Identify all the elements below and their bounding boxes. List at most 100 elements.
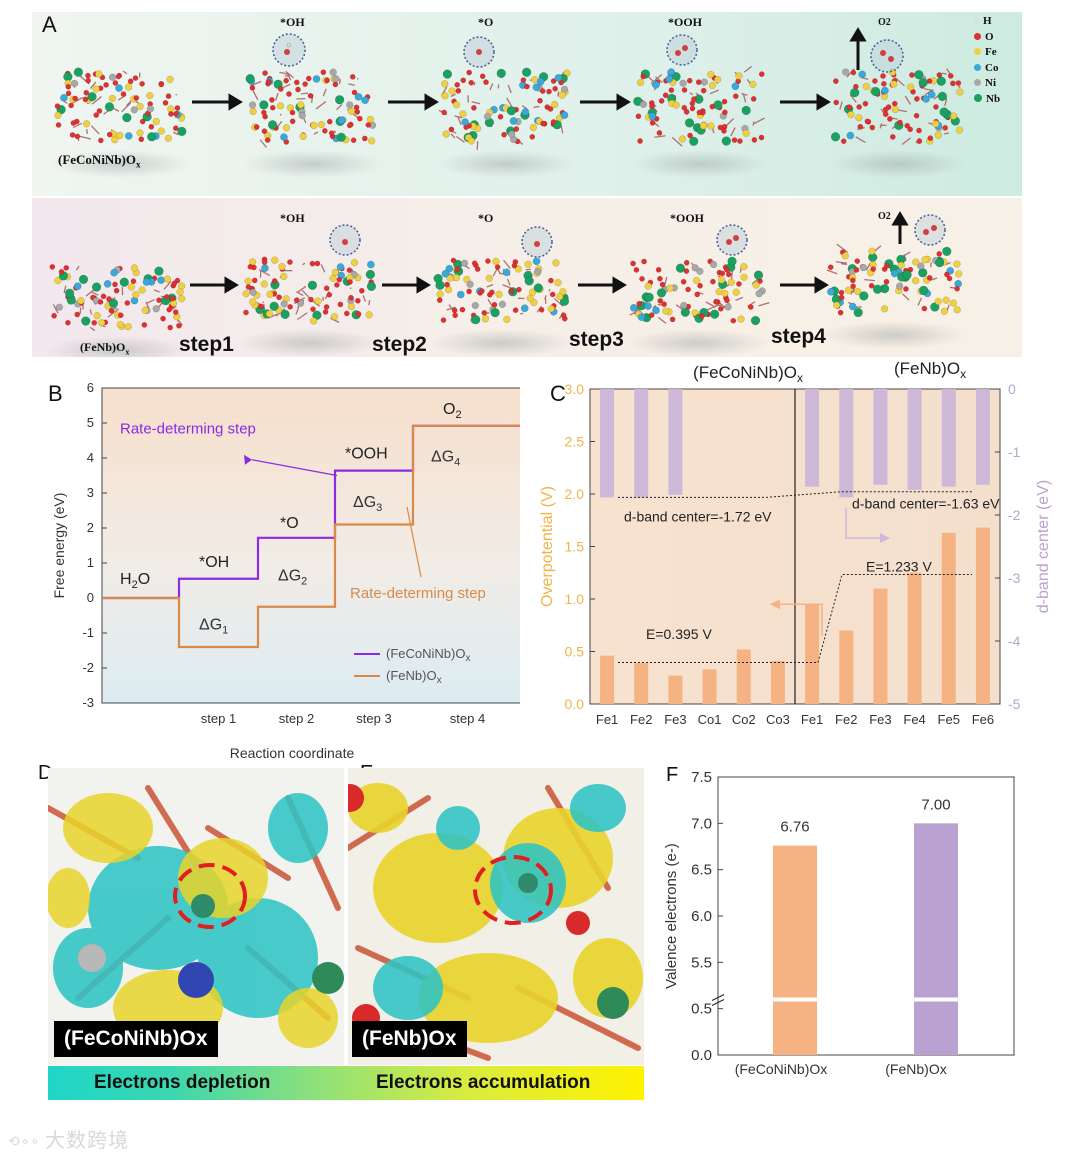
chart-b-ytick-label: 4 bbox=[87, 450, 94, 465]
chart-c-dband-bar bbox=[975, 389, 990, 485]
watermark: ⟲∘∘ 大数跨境 bbox=[8, 1130, 130, 1152]
chart-f-bar bbox=[773, 845, 817, 1055]
chart-c-overpotential-bar bbox=[702, 669, 717, 704]
chart-b-annotation-arrow-2 bbox=[406, 506, 422, 578]
chart-f-plot-area bbox=[717, 776, 1015, 1056]
chart-c-axis-arrowhead-left bbox=[770, 599, 780, 610]
panel-c-letter: C bbox=[550, 381, 566, 406]
chart-c-ytick-label: 3.0 bbox=[565, 381, 585, 397]
chart-b-state-label: *O bbox=[280, 515, 299, 532]
chart-c-xtick-label: Fe6 bbox=[972, 712, 994, 727]
chart-b-xtick-label: step 2 bbox=[279, 711, 314, 726]
chart-b-annotation-arrow-1 bbox=[251, 459, 338, 477]
bottom-catalyst-label: (FeNb)Ox bbox=[80, 340, 130, 357]
panel-d-charge-density: (FeCoNiNb)Ox bbox=[48, 768, 344, 1065]
chart-c-axis-arrowhead-right bbox=[880, 533, 890, 544]
chart-f-bar bbox=[914, 823, 958, 1055]
chart-c-xtick-label: Fe4 bbox=[903, 712, 925, 727]
chart-c-xtick-label: Co3 bbox=[766, 712, 790, 727]
chart-f-axis-break bbox=[711, 999, 725, 1006]
chart-c-ytick-label: 2.0 bbox=[565, 486, 585, 502]
chart-c-overpotential-bar bbox=[839, 630, 854, 704]
chart-c-annotation-e-left: E=0.395 V bbox=[646, 626, 712, 642]
chart-f-axis-break bbox=[711, 994, 725, 1001]
chart-c-dband-bar bbox=[600, 389, 615, 498]
chart-b-state-label: *OOH bbox=[345, 446, 388, 463]
chart-c-dband-bar bbox=[668, 389, 683, 495]
chart-c-dband-bar bbox=[805, 389, 820, 487]
chart-c-xtick-label: Co1 bbox=[698, 712, 722, 727]
chart-c-axis-arrow-left bbox=[780, 603, 823, 636]
color-bar-depletion-label: Electrons depletion bbox=[94, 1072, 271, 1093]
chart-c-ytick-label: 0.0 bbox=[565, 696, 585, 712]
panel-b-letter: B bbox=[48, 381, 63, 406]
step-label-4: step4 bbox=[771, 325, 826, 348]
chart-c-overpotential-bar bbox=[634, 663, 649, 704]
legend-ni: Ni bbox=[974, 76, 1000, 92]
chart-c-ylabel: Overpotential (V) bbox=[539, 486, 556, 607]
panel-a-reaction-schematic: A *OH *O *OOH O2 (FeCoNiNb)Ox H O Fe Co … bbox=[32, 12, 1022, 357]
bottom-adsorbate-oh: *OH bbox=[280, 211, 305, 225]
chart-f-data-label: 7.00 bbox=[921, 796, 950, 813]
chart-c-annotation-dband-right: d-band center=-1.63 eV bbox=[852, 496, 1000, 512]
chart-c-ylabel-right: d-band center (eV) bbox=[1035, 480, 1052, 613]
chart-b-annotation-rds-2: Rate-determing step bbox=[350, 585, 486, 602]
chart-f-ytick-label: 5.5 bbox=[691, 954, 712, 971]
chart-c-overpotential-bar bbox=[770, 660, 785, 704]
chart-f-ytick-label: 0.0 bbox=[691, 1047, 712, 1064]
top-adsorbate-o: *O bbox=[478, 15, 494, 29]
chart-b-state-label: *OH bbox=[199, 554, 229, 571]
chart-c-overpotential-bar bbox=[668, 675, 683, 704]
chart-f-ylabel: Valence electrons (e-) bbox=[663, 843, 680, 989]
panel-e-label: (FeNb)Ox bbox=[352, 1021, 467, 1057]
chart-c-ytick-right-label: -1 bbox=[1008, 444, 1021, 460]
chart-c-overpotential-bar bbox=[975, 527, 990, 704]
chart-c-dband-mean-line bbox=[618, 491, 972, 498]
panel-a-letter: A bbox=[42, 12, 57, 37]
chart-c-xtick-label: Fe3 bbox=[664, 712, 686, 727]
panel-d-isosurface bbox=[48, 768, 344, 1065]
chart-c-overpotential-mean-line bbox=[618, 574, 972, 664]
panel-f-letter: F bbox=[666, 764, 679, 786]
chart-c-overpotential-bar bbox=[805, 604, 820, 704]
chart-b-delta-label: ΔG1 bbox=[199, 617, 228, 637]
atom-legend: H O Fe Co Ni Nb bbox=[974, 14, 1000, 107]
chart-c-ytick-label: 1.0 bbox=[565, 591, 585, 607]
chart-c-ytick-label: 0.5 bbox=[565, 644, 585, 660]
chart-b-ytick-label: 5 bbox=[87, 415, 94, 430]
adsorbate-molecules bbox=[284, 42, 937, 247]
panel-e-charge-density: (FeNb)Ox bbox=[348, 768, 644, 1065]
chart-f-ytick-label: 7.0 bbox=[691, 815, 712, 832]
cluster-top-1 bbox=[51, 67, 189, 178]
chart-c-dband-bar bbox=[839, 389, 854, 498]
panel-d-label: (FeCoNiNb)Ox bbox=[54, 1021, 218, 1057]
chart-b-xtick-label: step 4 bbox=[450, 711, 485, 726]
chart-b-xlabel: Reaction coordinate bbox=[230, 745, 355, 761]
step-label-2: step2 bbox=[372, 333, 427, 356]
chart-b-series-line-2 bbox=[102, 424, 520, 649]
top-adsorbate-o2: O2 bbox=[878, 17, 891, 28]
chart-c-overpotential-bar bbox=[873, 588, 888, 704]
chart-f-xtick-label: (FeNb)Ox bbox=[885, 1061, 946, 1077]
cluster-top-2 bbox=[243, 68, 381, 178]
chart-b-delta-label: ΔG3 bbox=[353, 494, 382, 514]
cluster-bottom-3 bbox=[430, 257, 574, 357]
cluster-bottom-4 bbox=[626, 256, 770, 357]
catalyst-clusters bbox=[45, 65, 967, 357]
chart-c-ytick-right-label: -5 bbox=[1008, 696, 1021, 712]
bottom-adsorbate-o2: O2 bbox=[878, 211, 891, 222]
arrows-top-row bbox=[192, 27, 867, 111]
chart-f-xtick-label: (FeCoNiNb)Ox bbox=[735, 1061, 828, 1077]
chart-b-annotation-rds-1: Rate-determing step bbox=[120, 421, 256, 438]
chart-f-data-label: 6.76 bbox=[780, 819, 809, 836]
cluster-top-4 bbox=[631, 65, 769, 178]
chart-c-xtick-label: Fe2 bbox=[630, 712, 652, 727]
chart-c-xtick-label: Fe5 bbox=[938, 712, 960, 727]
color-bar-accumulation-label: Electrons accumulation bbox=[376, 1072, 591, 1093]
chart-b-xtick-label: step 1 bbox=[201, 711, 236, 726]
legend-h: H bbox=[974, 14, 1000, 30]
chart-c-xtick-label: Fe3 bbox=[869, 712, 891, 727]
chart-f-bar-break bbox=[914, 997, 958, 1002]
chart-c-dband-bar bbox=[941, 389, 956, 487]
cluster-top-5 bbox=[829, 68, 967, 178]
